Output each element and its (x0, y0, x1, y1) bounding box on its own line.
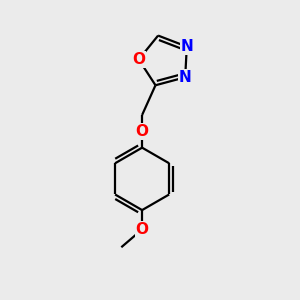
Text: O: O (136, 124, 148, 139)
Text: O: O (132, 52, 145, 67)
Text: N: N (180, 39, 193, 54)
Text: N: N (179, 70, 192, 85)
Text: O: O (136, 222, 148, 237)
